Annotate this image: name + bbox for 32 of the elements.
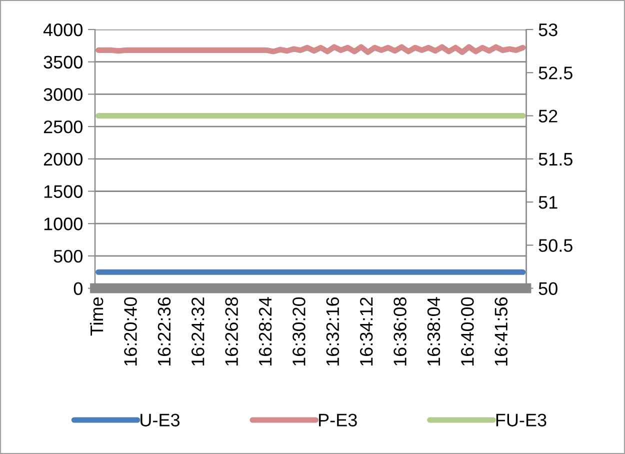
x-tick-label: 16:26:28 — [225, 297, 238, 366]
legend-label: U-E3 — [140, 414, 180, 426]
y-tick-label: 1500 — [44, 185, 82, 198]
y-tick-label: 0 — [74, 282, 82, 296]
x-tick-label: 16:24:32 — [192, 298, 204, 366]
y-tick-label: 1000 — [44, 218, 82, 230]
y2-tick-label: 52.5 — [538, 66, 572, 80]
x-tick-label: 16:22:36 — [158, 297, 171, 366]
y2-tick-label: 51 — [538, 196, 558, 209]
x-tick-label: 16:38:04 — [427, 297, 440, 366]
x-tick-label: 16:34:12 — [360, 298, 373, 366]
y-tick-label: 500 — [54, 250, 82, 263]
legend-label: P-E3 — [319, 414, 357, 426]
x-tick-label: 16:30:20 — [292, 297, 306, 366]
y2-tick-label: 52 — [538, 110, 558, 122]
y-tick-label: 2000 — [44, 152, 82, 166]
x-tick-label: Time — [90, 297, 104, 336]
y-tick-label: 2500 — [44, 120, 82, 134]
y2-tick-label: 53 — [538, 23, 558, 36]
y2-tick-label: 50.5 — [538, 239, 572, 252]
x-tick-label: 16:41:56 — [494, 297, 508, 366]
y-tick-label: 3500 — [44, 56, 82, 69]
x-tick-label: 16:40:00 — [461, 297, 474, 366]
y2-tick-label: 50 — [538, 282, 558, 296]
x-tick-label: 16:32:16 — [326, 297, 340, 366]
x-tick-label: 16:20:40 — [124, 297, 137, 366]
y-tick-label: 3000 — [44, 88, 82, 101]
x-tick-label: 16:28:24 — [258, 297, 272, 366]
x-tick-label: 16:36:08 — [394, 297, 406, 366]
y2-tick-label: 51.5 — [538, 153, 572, 166]
legend-label: FU-E3 — [496, 414, 546, 426]
y-tick-label: 4000 — [43, 23, 82, 36]
